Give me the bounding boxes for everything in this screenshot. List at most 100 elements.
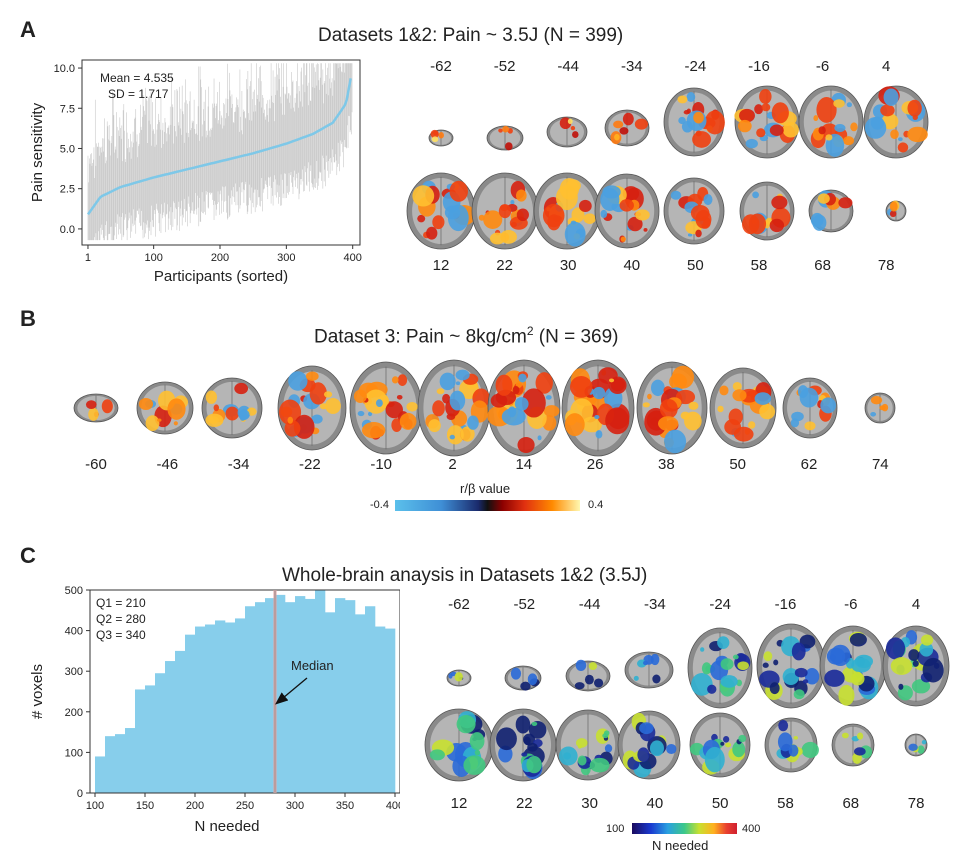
activation-blob — [385, 401, 403, 419]
brain-slice — [201, 377, 263, 439]
activation-blob — [695, 229, 702, 238]
activation-blob — [793, 689, 805, 700]
activation-blob — [737, 661, 749, 671]
histogram-bar — [205, 624, 216, 793]
activation-blob — [917, 745, 925, 754]
activation-blob — [816, 97, 837, 123]
activation-blob — [681, 120, 693, 133]
histogram-bar — [125, 728, 136, 793]
activation-blob — [707, 684, 717, 694]
activation-blob — [846, 102, 852, 108]
panel-b-title: Dataset 3: Pain ~ 8kg/cm2 (N = 369) — [314, 324, 619, 348]
histogram-bar — [305, 598, 316, 793]
slice-coord-c-bottom: 68 — [842, 795, 860, 812]
slice-coord-c-bottom: 22 — [515, 795, 533, 812]
activation-blob — [600, 209, 608, 219]
brain-slice — [277, 365, 347, 451]
activation-blob — [704, 746, 725, 773]
y-tick-label: 0.0 — [60, 224, 75, 236]
brain-slice — [734, 85, 800, 159]
activation-blob — [570, 376, 593, 398]
activation-blob — [449, 180, 468, 202]
activation-blob — [449, 434, 455, 440]
activation-blob — [225, 406, 239, 421]
activation-blob — [650, 379, 665, 397]
activation-blob — [720, 741, 725, 746]
activation-blob — [527, 742, 538, 752]
activation-blob — [527, 673, 538, 686]
brain-slice — [565, 659, 611, 692]
histogram-bar — [385, 628, 396, 793]
slice-coord-a-bottom: 58 — [750, 257, 768, 274]
activation-blob — [723, 736, 730, 743]
activation-blob — [595, 430, 603, 439]
slice-coord-a-top: 4 — [882, 58, 891, 75]
activation-blob — [455, 369, 470, 381]
slice-coord-c-top: 4 — [911, 596, 921, 613]
slice-coord-c-top: -44 — [578, 596, 601, 613]
histogram-bar — [265, 598, 276, 793]
brain-slice — [406, 172, 476, 250]
activation-blob — [911, 679, 931, 694]
activation-blob — [687, 233, 693, 237]
slice-coord-c-top: -62 — [448, 596, 470, 613]
activation-blob — [664, 429, 687, 454]
activation-blob — [574, 682, 585, 690]
activation-blob — [514, 397, 529, 411]
slice-coord-c-bottom: 12 — [450, 795, 468, 812]
activation-blob — [238, 409, 250, 421]
activation-blob — [515, 380, 523, 388]
activation-blob — [500, 229, 517, 244]
activation-blob — [367, 411, 373, 417]
brain-slice — [417, 359, 491, 457]
x-tick-label: 200 — [186, 800, 204, 812]
brain-slice — [136, 381, 194, 435]
slice-coord-b: 74 — [871, 456, 889, 473]
activation-blob — [463, 755, 486, 775]
activation-blob — [507, 406, 517, 418]
activation-blob — [516, 208, 529, 222]
median-arrow — [275, 677, 308, 705]
activation-blob — [850, 122, 858, 132]
brain-slice — [739, 181, 795, 241]
activation-blob — [429, 749, 445, 761]
slice-coord-c-bottom: 50 — [711, 795, 729, 812]
activation-blob — [898, 137, 903, 142]
activation-blob — [643, 660, 649, 666]
histogram-bar — [275, 594, 286, 793]
activation-blob — [725, 742, 732, 748]
activation-blob — [535, 372, 553, 394]
histogram-bar — [145, 685, 156, 793]
activation-blob — [773, 659, 779, 666]
y-tick-label: 300 — [65, 666, 83, 678]
activation-blob — [870, 411, 877, 417]
slice-coord-a-bottom: 40 — [623, 257, 641, 274]
activation-blob — [870, 116, 885, 130]
activation-blob — [305, 371, 319, 381]
median-annotation: Median — [291, 658, 334, 673]
activation-blob — [456, 715, 476, 734]
activation-blob — [754, 392, 772, 405]
activation-blob — [908, 743, 918, 752]
panel-b-title-sup: 2 — [526, 324, 534, 338]
histogram-bar — [365, 606, 376, 793]
activation-blob — [897, 142, 909, 153]
activation-blob — [375, 399, 383, 407]
activation-blob — [812, 214, 827, 231]
x-tick-label: 300 — [286, 800, 304, 812]
activation-blob — [670, 190, 682, 200]
activation-blob — [570, 126, 576, 131]
activation-blob — [813, 115, 819, 122]
activation-blob — [455, 381, 461, 386]
activation-blob — [799, 634, 816, 649]
activation-blob — [498, 204, 512, 219]
y-axis-label: Pain sensitivity — [29, 102, 46, 202]
activation-blob — [608, 378, 615, 383]
activation-blob — [649, 740, 665, 757]
slice-coord-c-bottom: 30 — [581, 795, 598, 812]
activation-blob — [752, 191, 760, 199]
slice-coord-b: -46 — [156, 456, 179, 473]
histogram-bar — [375, 626, 386, 793]
activation-blob — [834, 123, 846, 133]
brain-slice — [904, 733, 928, 757]
